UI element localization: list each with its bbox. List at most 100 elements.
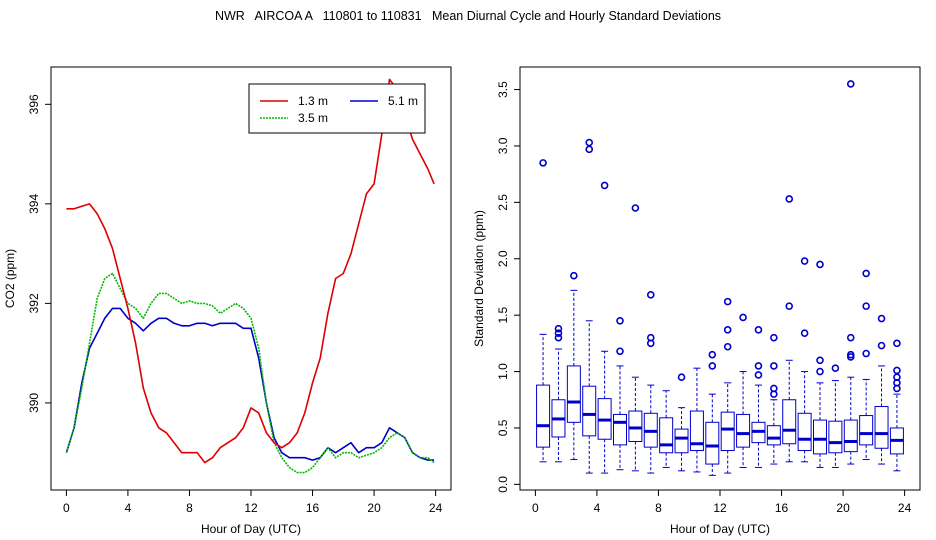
boxplot-box (720, 411, 735, 452)
boxplot-outlier-point (816, 260, 824, 269)
left-chart-co2-diurnal: 0 4 8 12 16 20 24 390 392 394 396 Hour of Day (UTC)… (3, 66, 452, 536)
series-line-1-3-m (66, 78, 435, 464)
boxplot-outlier-point (677, 373, 686, 382)
boxplot-hour-6.5 (628, 204, 643, 472)
left-x-tick-label: 4 (125, 501, 132, 515)
boxplot-outlier-point (554, 329, 563, 338)
boxplot-box (613, 413, 627, 446)
left-y-tick-label: 394 (27, 194, 41, 214)
series-line-5-1-m (65, 307, 435, 461)
boxplot-outlier-point (616, 316, 624, 325)
boxplot-hour-7.5 (643, 291, 658, 474)
boxplot-outlier-point (754, 371, 763, 379)
boxplot-outlier-point (800, 257, 809, 265)
boxplot-outlier-point (800, 329, 809, 338)
boxplot-box (736, 413, 751, 448)
right-x-tick-label: 8 (655, 501, 662, 515)
series-line-3-5-m (65, 272, 435, 474)
boxplot-box (813, 419, 827, 455)
boxplot-hour-15.5 (766, 333, 781, 465)
boxplot-box (582, 385, 597, 437)
boxplot-box (828, 420, 843, 454)
right-chart-std-dev-boxplot: 0 4 8 12 16 20 24 0.0 0.5 1.0 1.5 2.0 2.5 3.0 3.5 Hour … (472, 66, 921, 536)
boxplot-hour-18.5 (813, 260, 827, 468)
legend-label: 5.1 m (388, 94, 418, 108)
boxplot-box (659, 417, 674, 454)
boxplot-outlier-point (816, 356, 824, 365)
boxplot-hour-5.5 (613, 316, 627, 471)
boxplot-outlier-point (831, 364, 840, 372)
right-y-tick-label: 0.0 (496, 476, 510, 493)
boxplot-box (782, 399, 797, 445)
boxplot-hour-1.5 (551, 324, 566, 463)
left-x-tick-label: 12 (244, 501, 258, 515)
right-x-tick-label: 16 (775, 501, 789, 515)
boxplot-outlier-point (723, 342, 732, 351)
boxplot-hour-4.5 (597, 181, 612, 474)
boxplot-box (674, 428, 689, 454)
boxplot-outlier-point (877, 314, 886, 323)
right-y-tick-label: 2.0 (496, 250, 510, 267)
boxplot-outlier-point (846, 80, 855, 88)
boxplot-hour-16.5 (782, 195, 797, 463)
boxplot-outlier-point (770, 384, 778, 393)
boxplot-box (536, 384, 551, 448)
boxplot-outlier-point (846, 350, 855, 359)
right-y-tick-label: 1.0 (496, 363, 510, 380)
boxplot-outlier-point (585, 138, 594, 147)
right-y-tick-label: 0.5 (496, 419, 510, 436)
boxplot-hour-2.5 (566, 271, 581, 461)
left-x-tick-label: 16 (306, 501, 320, 515)
boxplot-hour-21.5 (859, 269, 874, 461)
left-x-tick-label: 20 (367, 501, 381, 515)
boxplot-outlier-point (770, 333, 778, 342)
boxplot-hour-11.5 (705, 350, 720, 476)
boxplot-hour-19.5 (828, 364, 843, 468)
boxplot-hour-12.5 (720, 297, 735, 474)
boxplot-box (689, 410, 704, 452)
boxplot-box (628, 410, 643, 442)
boxplot-outlier-point (646, 291, 655, 299)
boxplot-outlier-point (631, 204, 640, 212)
right-y-tick-label: 3.5 (496, 81, 510, 98)
right-x-tick-label: 0 (532, 501, 539, 515)
boxplot-outlier-point (616, 347, 624, 356)
left-y-tick-label: 396 (27, 94, 41, 114)
right-y-tick-label: 1.5 (496, 306, 510, 323)
boxplot-outlier-point (877, 341, 886, 350)
boxplot-outlier-point (708, 350, 717, 359)
boxplot-outlier-point (600, 181, 609, 190)
boxplot-hour-14.5 (751, 326, 766, 468)
boxplot-outlier-point (539, 159, 547, 167)
right-x-tick-label: 4 (594, 501, 601, 515)
right-x-axis-label: Hour of Day (UTC) (670, 522, 770, 536)
left-x-tick-label: 24 (429, 501, 443, 515)
boxplot-outlier-point (570, 271, 578, 280)
boxplot-outlier-point (754, 326, 763, 334)
boxplot-outlier-point (646, 333, 655, 342)
legend-label: 3.5 m (298, 111, 328, 125)
boxplot-outlier-point (862, 302, 870, 310)
boxplot-outlier-point (585, 145, 594, 154)
right-x-tick-label: 20 (836, 501, 850, 515)
right-x-tick-label: 24 (898, 501, 912, 515)
boxplot-outlier-point (816, 367, 824, 376)
boxplot-hour-23.5 (889, 339, 904, 472)
left-y-axis-label: CO2 (ppm) (3, 249, 17, 308)
boxplot-hour-9.5 (674, 373, 689, 472)
legend-label: 1.3 m (298, 94, 328, 108)
legend-box (248, 83, 426, 134)
right-y-tick-label: 2.5 (496, 194, 510, 211)
boxplot-box (859, 415, 874, 446)
left-y-tick-label: 390 (27, 393, 41, 413)
boxplot-outlier-point (785, 195, 794, 203)
boxplot-outlier-point (785, 302, 794, 310)
boxplot-outlier-point (739, 313, 747, 322)
right-y-tick-label: 3.0 (496, 137, 510, 154)
boxplot-outlier-point (754, 362, 763, 370)
boxplot-hour-0.5 (536, 159, 551, 463)
boxplot-box (705, 421, 720, 465)
left-y-tick-label: 392 (27, 293, 41, 313)
boxplot-hour-13.5 (736, 313, 751, 468)
